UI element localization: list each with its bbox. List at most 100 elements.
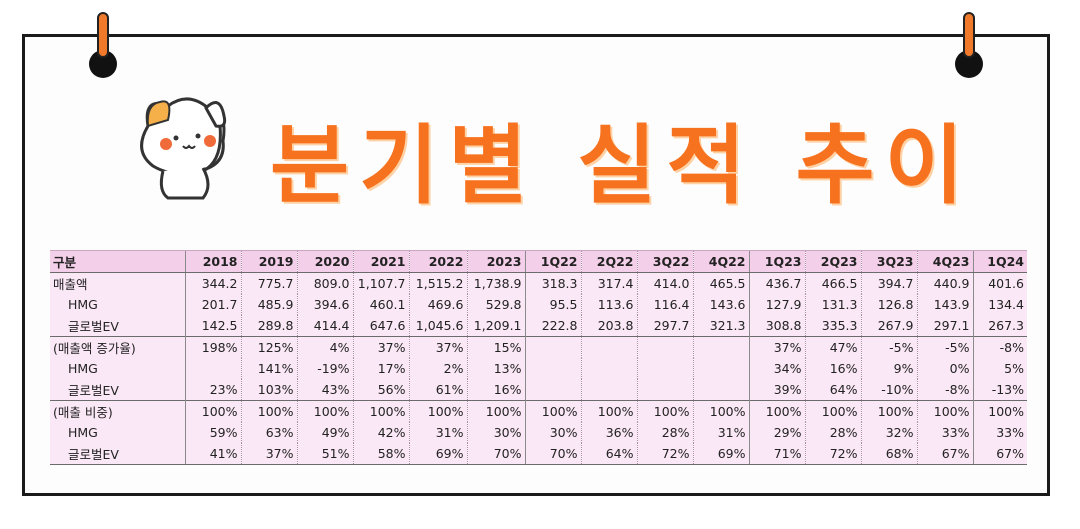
row-label: 글로벌EV	[50, 379, 185, 401]
table-cell: 63%	[240, 422, 297, 443]
table-cell: 103%	[240, 379, 297, 401]
table-cell: 775.7	[240, 272, 297, 294]
table-cell: 134.4	[972, 294, 1027, 315]
column-header: 4Q23	[916, 250, 973, 273]
table-cell: 0%	[916, 358, 973, 379]
table-cell: 67%	[916, 443, 973, 465]
table-cell: 267.3	[972, 315, 1027, 337]
table-cell: 414.4	[296, 315, 353, 337]
table-cell: 100%	[860, 400, 917, 422]
left-clip	[97, 12, 109, 58]
table-cell: 56%	[352, 379, 409, 401]
table-cell: 28%	[636, 422, 693, 443]
table-cell: -8%	[916, 379, 973, 401]
table-cell: 13%	[466, 358, 525, 379]
table-cell: 69%	[692, 443, 749, 465]
table-cell	[580, 358, 637, 379]
table-row: (매출액 증가율) 198% 125% 4% 37% 37% 15% 37% 47% -5% -5%…	[50, 336, 1027, 358]
table-row: 글로벌EV 41% 37% 51% 58% 69% 70% 70% 64% 72% 69% 71% 72…	[50, 443, 1027, 465]
table-cell: -5%	[916, 336, 973, 358]
table-cell: 43%	[296, 379, 353, 401]
column-header: 구분	[50, 250, 185, 273]
table-cell	[524, 336, 581, 358]
table-cell: -10%	[860, 379, 917, 401]
row-label: 글로벌EV	[50, 443, 185, 465]
table-cell: 1,209.1	[466, 315, 525, 337]
table-cell: 460.1	[352, 294, 409, 315]
table-cell: 51%	[296, 443, 353, 465]
table-cell: 465.5	[692, 272, 749, 294]
table-cell: 15%	[466, 336, 525, 358]
table-cell: 49%	[296, 422, 353, 443]
row-label: (매출 비중)	[50, 400, 185, 422]
column-header: 2Q23	[804, 250, 861, 273]
column-header: 1Q22	[524, 250, 581, 273]
performance-table: 구분 2018 2019 2020 2021 2022 2023 1Q22 2Q…	[50, 250, 1027, 465]
table-cell	[636, 358, 693, 379]
table-cell: 17%	[352, 358, 409, 379]
table-cell: -19%	[296, 358, 353, 379]
table-cell: 64%	[580, 443, 637, 465]
table-cell: 9%	[860, 358, 917, 379]
table-cell: 440.9	[916, 272, 973, 294]
table-cell: 485.9	[240, 294, 297, 315]
table-row: 글로벌EV 142.5 289.8 414.4 647.6 1,045.6 1,209.1 2…	[50, 315, 1027, 337]
table-cell	[580, 336, 637, 358]
column-header: 2023	[466, 250, 525, 273]
table-cell: 37%	[408, 336, 467, 358]
cat-mascot-icon	[128, 86, 238, 205]
table-row: HMG 141% -19% 17% 2% 13% 34% 16% 9% 0% 5%	[50, 358, 1027, 379]
column-header: 1Q24	[972, 250, 1027, 273]
table-cell: 321.3	[692, 315, 749, 337]
table-cell: 37%	[352, 336, 409, 358]
table-row: (매출 비중) 100% 100% 100% 100% 100% 100% 100% 100% 1…	[50, 400, 1027, 422]
table-cell: 72%	[636, 443, 693, 465]
table-cell: 100%	[240, 400, 297, 422]
table-cell: 414.0	[636, 272, 693, 294]
table-cell: 67%	[972, 443, 1027, 465]
row-label: (매출액 증가율)	[50, 336, 185, 358]
table-cell: 394.6	[296, 294, 353, 315]
column-header: 2020	[296, 250, 353, 273]
table-cell	[580, 379, 637, 401]
table-cell: 47%	[804, 336, 861, 358]
table-cell: 394.7	[860, 272, 917, 294]
table-cell: 344.2	[184, 272, 241, 294]
column-header: 1Q23	[748, 250, 805, 273]
table-cell: 1,045.6	[408, 315, 467, 337]
table-cell: 647.6	[352, 315, 409, 337]
table-cell: 113.6	[580, 294, 637, 315]
column-header: 2022	[408, 250, 467, 273]
table-cell: 42%	[352, 422, 409, 443]
table-cell	[636, 336, 693, 358]
table-cell: 100%	[580, 400, 637, 422]
table-cell: 100%	[408, 400, 467, 422]
table-cell: 100%	[916, 400, 973, 422]
table-cell: 100%	[352, 400, 409, 422]
table-cell: 37%	[240, 443, 297, 465]
table-cell: -13%	[972, 379, 1027, 401]
column-header: 4Q22	[692, 250, 749, 273]
table-cell: 100%	[804, 400, 861, 422]
table-cell: 2%	[408, 358, 467, 379]
table-cell	[636, 379, 693, 401]
table-row: 글로벌EV 23% 103% 43% 56% 61% 16% 39% 64% -10% -8% -13…	[50, 379, 1027, 401]
table-cell: 61%	[408, 379, 467, 401]
table-cell: 201.7	[184, 294, 241, 315]
table-cell: 16%	[804, 358, 861, 379]
row-label: HMG	[50, 358, 185, 379]
column-header: 2019	[240, 250, 297, 273]
table-cell: 142.5	[184, 315, 241, 337]
table-cell: 529.8	[466, 294, 525, 315]
row-label: 글로벌EV	[50, 315, 185, 337]
table-cell: 436.7	[748, 272, 805, 294]
table-cell: 72%	[804, 443, 861, 465]
table-cell: 95.5	[524, 294, 581, 315]
table-cell: 100%	[296, 400, 353, 422]
table-cell: 71%	[748, 443, 805, 465]
table-cell: 68%	[860, 443, 917, 465]
table-cell: 1,738.9	[466, 272, 525, 294]
table-cell: 469.6	[408, 294, 467, 315]
table-cell: 70%	[466, 443, 525, 465]
table-cell: 125%	[240, 336, 297, 358]
